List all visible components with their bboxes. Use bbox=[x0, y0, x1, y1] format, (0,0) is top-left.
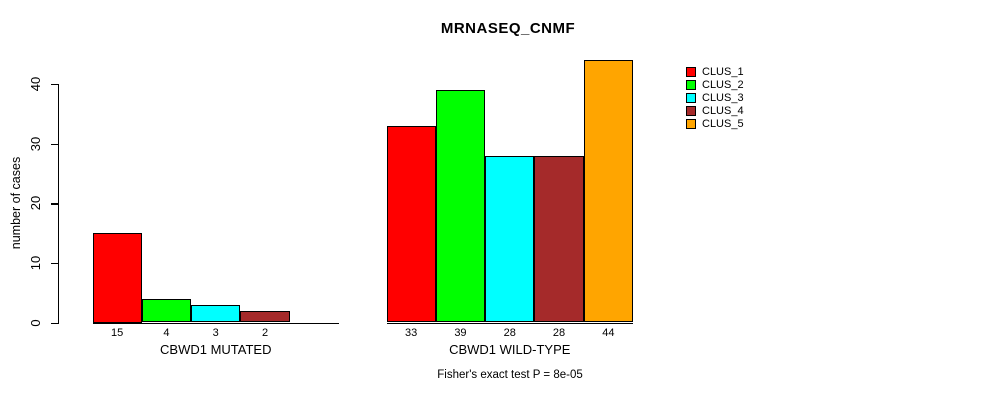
bar-cbwd1-wild-type-clus-4 bbox=[534, 155, 584, 323]
bar-value-label: 3 bbox=[212, 327, 219, 339]
bar-value-label: 15 bbox=[111, 327, 124, 339]
y-tick bbox=[50, 262, 58, 265]
legend-label: CLUS_4 bbox=[702, 104, 744, 117]
bar-value-label: 28 bbox=[552, 327, 566, 339]
legend-label: CLUS_5 bbox=[702, 117, 744, 130]
y-tick bbox=[50, 203, 58, 205]
legend-item-clus-3: CLUS_3 bbox=[686, 91, 744, 104]
bar-cbwd1-wild-type-clus-3 bbox=[485, 155, 535, 323]
bar-value-label: 44 bbox=[602, 327, 615, 339]
bar-cbwd1-mutated-clus-4 bbox=[240, 310, 290, 323]
bar-value-label: 4 bbox=[163, 327, 170, 339]
bar-cbwd1-mutated-clus-2 bbox=[141, 298, 192, 323]
y-tick-label: 20 bbox=[28, 196, 43, 211]
group-label-cbwd1-mutated: CBWD1 MUTATED bbox=[160, 342, 272, 357]
legend-swatch-clus-3 bbox=[686, 92, 696, 103]
x-axis-baseline bbox=[92, 322, 339, 324]
legend: CLUS_1 CLUS_2 CLUS_3 CLUS_4 CLUS_5 bbox=[686, 65, 744, 130]
annotation-text: Fisher's exact test P = 8e-05 bbox=[437, 369, 583, 381]
y-axis-label: number of cases bbox=[9, 156, 23, 250]
bar-cbwd1-mutated-clus-1 bbox=[92, 233, 142, 323]
bar-cbwd1-wild-type-clus-5 bbox=[583, 60, 633, 323]
bar-value-label: 2 bbox=[261, 327, 269, 339]
legend-item-clus-2: CLUS_2 bbox=[686, 78, 744, 91]
y-tick-label: 40 bbox=[28, 76, 43, 92]
y-tick-label: 30 bbox=[28, 136, 43, 151]
bar-cbwd1-mutated-clus-3 bbox=[191, 304, 241, 323]
y-tick bbox=[50, 84, 58, 86]
y-tick bbox=[50, 322, 58, 324]
chart-title: MRNASEQ_CNMF bbox=[440, 20, 576, 37]
legend-item-clus-1: CLUS_1 bbox=[686, 65, 744, 78]
bar-value-label: 39 bbox=[454, 327, 467, 339]
bar-value-label: 33 bbox=[405, 327, 418, 339]
y-tick bbox=[50, 143, 58, 145]
y-tick-label: 10 bbox=[28, 255, 43, 271]
legend-label: CLUS_1 bbox=[702, 65, 744, 78]
legend-swatch-clus-5 bbox=[686, 118, 696, 129]
legend-swatch-clus-4 bbox=[686, 105, 696, 116]
bar-value-label: 28 bbox=[503, 327, 516, 339]
y-tick-label: 0 bbox=[28, 318, 43, 327]
legend-label: CLUS_2 bbox=[702, 78, 744, 91]
bar-cbwd1-wild-type-clus-2 bbox=[435, 89, 486, 323]
x-axis-baseline bbox=[386, 322, 633, 324]
legend-label: CLUS_3 bbox=[702, 91, 744, 104]
group-label-cbwd1-wild-type: CBWD1 WILD-TYPE bbox=[449, 342, 571, 357]
bar-cbwd1-wild-type-clus-1 bbox=[386, 125, 436, 323]
legend-item-clus-4: CLUS_4 bbox=[686, 104, 744, 117]
legend-swatch-clus-2 bbox=[686, 79, 696, 90]
y-axis-line bbox=[57, 84, 59, 324]
legend-item-clus-5: CLUS_5 bbox=[686, 117, 744, 130]
legend-swatch-clus-1 bbox=[686, 66, 696, 77]
